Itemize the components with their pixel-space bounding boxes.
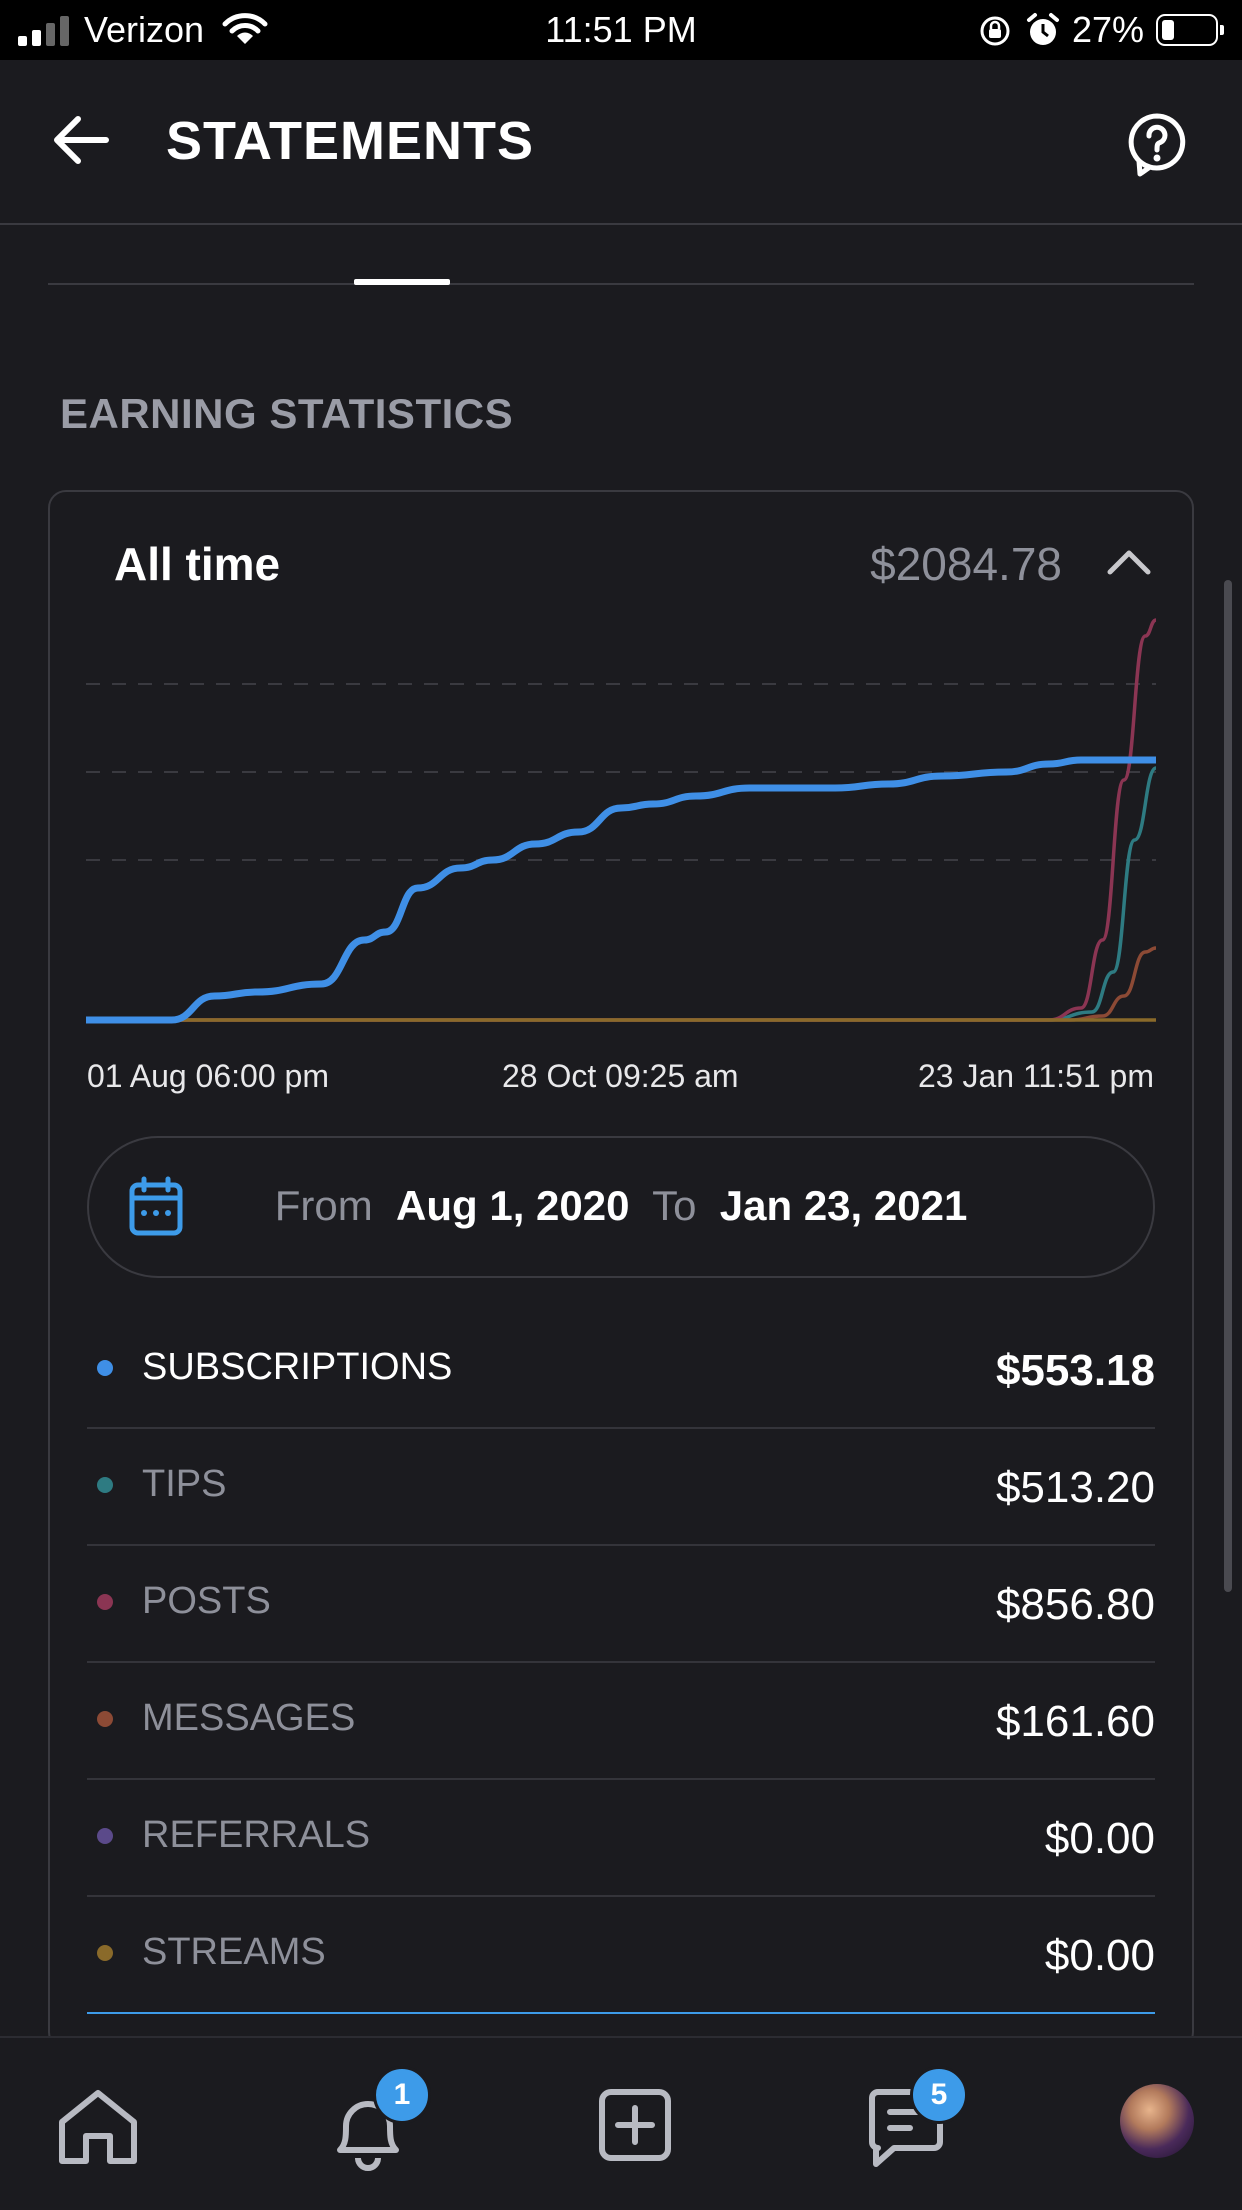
to-date: Jan 23, 2021 <box>719 1182 968 1229</box>
from-label: From <box>274 1182 373 1229</box>
section-title: EARNING STATISTICS <box>60 390 514 437</box>
bottom-nav: 1 5 <box>0 2036 1242 2210</box>
breakdown-row-messages[interactable]: MESSAGES $161.60 <box>87 1663 1155 1780</box>
x-tick-label-start: 01 Aug 06:00 pm <box>87 1058 329 1094</box>
series-line-posts <box>86 618 1156 1022</box>
legend-dot <box>97 1360 113 1376</box>
battery-percent: 27% <box>1072 9 1145 50</box>
messages-badge: 5 <box>910 2066 968 2124</box>
earnings-chart <box>86 618 1156 1024</box>
bell-icon[interactable] <box>326 2088 410 2172</box>
x-tick-label-end: 23 Jan 11:51 pm <box>917 1058 1154 1094</box>
total-amount: $2084.78 <box>870 538 1062 590</box>
breakdown-row-streams[interactable]: STREAMS $0.00 <box>87 1897 1155 2014</box>
category-amount: $856.80 <box>995 1580 1155 1629</box>
x-tick-label-middle: 28 Oct 09:25 am <box>502 1058 739 1094</box>
alarm-icon <box>1027 13 1059 45</box>
legend-dot <box>97 1828 113 1844</box>
app-header: STATEMENTS <box>0 60 1242 225</box>
breakdown-row-subscriptions[interactable]: SUBSCRIPTIONS $553.18 <box>87 1312 1155 1429</box>
breakdown-row-posts[interactable]: POSTS $856.80 <box>87 1546 1155 1663</box>
category-amount: $513.20 <box>995 1463 1155 1512</box>
notifications-badge: 1 <box>373 2066 431 2124</box>
breakdown-row-referrals[interactable]: REFERRALS $0.00 <box>87 1780 1155 1897</box>
period-label[interactable]: All time <box>114 538 281 590</box>
help-icon[interactable] <box>1126 112 1188 178</box>
home-icon[interactable] <box>56 2088 140 2166</box>
chevron-up-icon[interactable] <box>1106 546 1152 576</box>
category-amount: $553.18 <box>995 1346 1155 1395</box>
category-amount: $0.00 <box>1044 1814 1155 1863</box>
legend-dot <box>97 1945 113 1961</box>
avatar[interactable] <box>1120 2084 1194 2158</box>
series-line-subscriptions <box>86 756 1156 1024</box>
calendar-icon <box>129 1176 183 1236</box>
carrier-label: Verizon <box>84 9 205 50</box>
status-bar: Verizon 11:51 PM 27% <box>0 0 1242 60</box>
back-arrow-icon[interactable] <box>52 115 110 165</box>
category-name: TIPS <box>142 1463 227 1505</box>
category-amount: $0.00 <box>1044 1931 1155 1980</box>
to-label: To <box>652 1182 697 1229</box>
from-date: Aug 1, 2020 <box>396 1182 630 1229</box>
page-title: STATEMENTS <box>166 111 534 171</box>
status-time: 11:51 PM <box>545 9 697 50</box>
active-tab-indicator[interactable] <box>354 279 450 285</box>
scrollbar[interactable] <box>1224 580 1232 1592</box>
legend-dot <box>97 1711 113 1727</box>
rotation-lock-icon <box>980 16 1010 46</box>
date-range-text: From Aug 1, 2020 To Jan 23, 2021 <box>89 1182 1153 1230</box>
battery-icon <box>1156 14 1224 46</box>
tab-strip-divider <box>48 283 1194 285</box>
legend-dot <box>97 1594 113 1610</box>
category-name: STREAMS <box>142 1931 326 1973</box>
breakdown-row-tips[interactable]: TIPS $513.20 <box>87 1429 1155 1546</box>
legend-dot <box>97 1477 113 1493</box>
add-post-icon[interactable] <box>598 2088 672 2162</box>
signal-icon <box>18 16 69 46</box>
category-amount: $161.60 <box>995 1697 1155 1746</box>
category-name: MESSAGES <box>142 1697 356 1739</box>
category-name: POSTS <box>142 1580 271 1622</box>
category-name: SUBSCRIPTIONS <box>142 1346 453 1388</box>
wifi-icon <box>222 13 268 44</box>
category-name: REFERRALS <box>142 1814 371 1856</box>
date-range-picker[interactable]: From Aug 1, 2020 To Jan 23, 2021 <box>87 1136 1155 1278</box>
series-line-messages <box>86 946 1156 1022</box>
